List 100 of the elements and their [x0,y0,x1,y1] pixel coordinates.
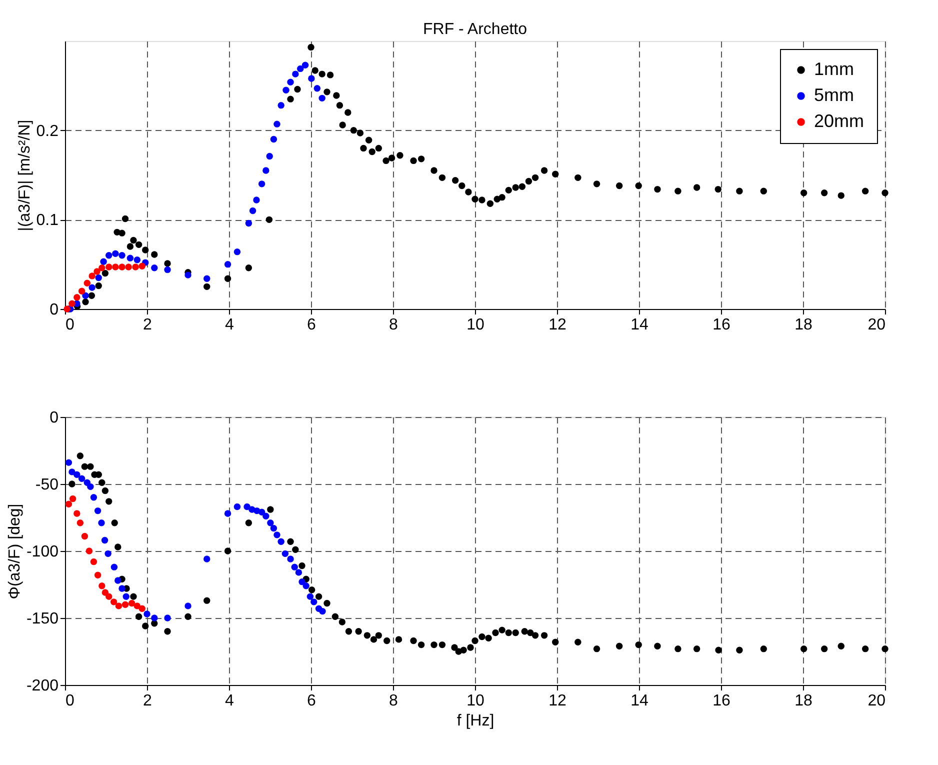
point [278,538,284,545]
point [184,602,192,610]
x-tick-label: 2 [143,316,152,334]
point [106,264,112,270]
point [88,272,96,280]
legend-label: 20mm [814,111,864,131]
point [314,85,321,92]
x-tick-label: 12 [548,316,566,334]
x-tick-label: 10 [466,692,484,710]
y-tick-label: 0.1 [36,212,59,230]
point [184,272,192,278]
point [76,520,84,526]
point [84,280,90,286]
point [234,503,241,510]
point [74,510,80,517]
point [134,256,141,264]
x-tick-label: 18 [794,692,812,710]
x-tick-label: 2 [143,692,152,710]
point [245,220,252,227]
point [204,556,210,562]
point [298,578,306,586]
x-tick-label: 6 [307,316,316,334]
point [144,610,150,618]
point [74,471,80,478]
point [308,75,315,82]
point [262,167,270,174]
point [94,572,102,578]
point [267,520,274,526]
point [287,78,294,86]
point [234,248,241,256]
point [258,508,266,516]
point [274,120,280,128]
point [278,102,284,109]
point [151,264,158,272]
point [118,585,126,592]
x-tick-label: 16 [712,692,730,710]
point [81,532,88,540]
point [249,207,256,214]
point [68,300,76,307]
x-tick-label: 20 [868,692,886,710]
point [224,260,232,268]
point [118,264,126,270]
point [82,292,89,299]
x-tick-label: 16 [712,316,730,334]
point [128,600,136,607]
point [90,558,98,566]
y-tick-label: 0 [50,410,59,426]
legend-label: 5mm [814,85,854,105]
y-tick-label: -50 [35,476,59,494]
point [65,500,72,508]
point [132,264,139,270]
y-axis-title: |(a3/F)| [m/s²/N] [16,120,34,232]
point [122,593,130,600]
y-tick-label: -100 [26,544,59,560]
legend-label: 1mm [814,59,854,79]
point [302,62,309,68]
point [106,252,112,259]
point [319,608,326,615]
point [94,507,102,514]
point [306,593,314,600]
y-axis-title: Φ(a3/F) [deg] [6,504,24,600]
point [87,483,94,490]
point [204,275,210,282]
point [125,264,132,270]
point [302,582,310,590]
point [262,512,270,520]
point [138,262,146,270]
point [106,593,112,600]
y-tick-label: 0.2 [36,122,59,140]
x-tick-label: 8 [389,692,398,710]
point [101,536,108,544]
x-tick-label: 0 [66,316,74,334]
point [266,152,273,160]
point [282,86,290,94]
point [292,70,299,78]
point [134,602,141,610]
x-tick-label: 4 [225,316,234,334]
point [270,524,278,532]
point [100,258,107,265]
point [95,274,102,282]
point [110,598,118,606]
point [94,268,100,275]
x-tick-label: 14 [630,692,648,710]
point [86,548,93,554]
point [164,266,171,274]
point [151,614,158,622]
point [110,564,118,570]
x-tick-label: 6 [307,692,316,710]
point [98,264,106,272]
point [291,564,298,570]
point [258,180,266,188]
point [78,475,86,482]
point [112,264,119,270]
y-tick-label: -150 [26,610,59,628]
x-tick-label: 8 [389,316,398,334]
x-tick-label: 0 [66,692,74,710]
x-tick-label: 18 [794,316,812,334]
y-tick-label: -200 [26,678,59,694]
point [90,494,98,501]
point [98,520,105,526]
